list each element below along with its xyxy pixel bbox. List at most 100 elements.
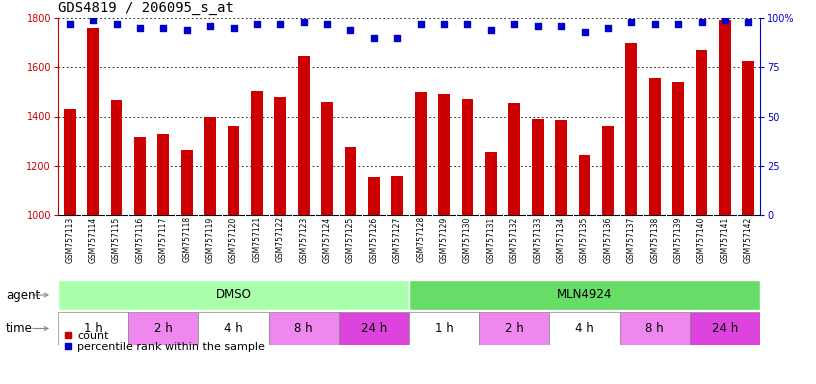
Text: GSM757130: GSM757130 [463, 216, 472, 263]
Point [485, 27, 498, 33]
Bar [479, 312, 549, 345]
Point [461, 21, 474, 27]
Point [415, 21, 428, 27]
Point [274, 21, 287, 27]
Point [110, 21, 123, 27]
Bar [619, 312, 690, 345]
Bar [696, 50, 707, 215]
Bar [274, 97, 286, 215]
Bar [204, 116, 216, 215]
Point [695, 19, 708, 25]
Bar [58, 312, 128, 345]
Bar [322, 102, 333, 215]
Bar [298, 56, 309, 215]
Point [531, 23, 544, 29]
Bar [719, 20, 731, 215]
Bar [690, 312, 760, 345]
Bar [181, 150, 193, 215]
Bar [339, 312, 409, 345]
Bar [128, 312, 198, 345]
Bar [134, 137, 146, 215]
Text: GSM757125: GSM757125 [346, 216, 355, 263]
Text: GSM757136: GSM757136 [603, 216, 612, 263]
Text: GSM757123: GSM757123 [299, 216, 308, 263]
Bar [268, 312, 339, 345]
Bar [549, 312, 619, 345]
Text: 1 h: 1 h [435, 322, 454, 335]
Text: GSM757141: GSM757141 [721, 216, 730, 263]
Text: GSM757131: GSM757131 [486, 216, 495, 263]
Text: GSM757119: GSM757119 [206, 216, 215, 263]
Text: GDS4819 / 206095_s_at: GDS4819 / 206095_s_at [58, 1, 234, 15]
Bar [409, 280, 760, 310]
Text: GSM757127: GSM757127 [392, 216, 401, 263]
Text: GSM757137: GSM757137 [627, 216, 636, 263]
Bar [409, 312, 479, 345]
Point [344, 27, 357, 33]
Point [297, 19, 310, 25]
Point [508, 21, 521, 27]
Text: GSM757122: GSM757122 [276, 216, 285, 262]
Bar [157, 134, 169, 215]
Bar [228, 126, 239, 215]
Point [555, 23, 568, 29]
Text: GSM757124: GSM757124 [322, 216, 331, 263]
Bar [438, 94, 450, 215]
Bar [579, 155, 590, 215]
Bar [251, 91, 263, 215]
Text: GSM757120: GSM757120 [229, 216, 238, 263]
Text: GSM757138: GSM757138 [650, 216, 659, 263]
Text: 24 h: 24 h [361, 322, 387, 335]
Text: GSM757126: GSM757126 [370, 216, 379, 263]
Bar [555, 120, 567, 215]
Point [391, 35, 404, 41]
Text: GSM757142: GSM757142 [744, 216, 753, 263]
Point [672, 21, 685, 27]
Text: 4 h: 4 h [224, 322, 243, 335]
Point [367, 35, 380, 41]
Point [625, 19, 638, 25]
Text: 4 h: 4 h [575, 322, 594, 335]
Text: DMSO: DMSO [215, 288, 251, 301]
Text: GSM757121: GSM757121 [252, 216, 261, 262]
Text: GSM757128: GSM757128 [416, 216, 425, 262]
Point [203, 23, 216, 29]
Text: 1 h: 1 h [84, 322, 103, 335]
Bar [64, 109, 76, 215]
Point [157, 25, 170, 31]
Text: GSM757114: GSM757114 [89, 216, 98, 263]
Text: 2 h: 2 h [505, 322, 524, 335]
Bar [485, 152, 497, 215]
Text: 24 h: 24 h [712, 322, 738, 335]
Point [648, 21, 661, 27]
Point [718, 17, 731, 23]
Bar [532, 119, 543, 215]
Point [321, 21, 334, 27]
Bar [344, 147, 357, 215]
Bar [462, 99, 473, 215]
Point [437, 21, 450, 27]
Text: 2 h: 2 h [154, 322, 173, 335]
Bar [392, 175, 403, 215]
Point [227, 25, 240, 31]
Bar [602, 126, 614, 215]
Point [578, 29, 591, 35]
Bar [111, 101, 122, 215]
Text: GSM757116: GSM757116 [135, 216, 144, 263]
Text: time: time [6, 322, 33, 335]
Text: GSM757134: GSM757134 [557, 216, 565, 263]
Point [742, 19, 755, 25]
Text: GSM757140: GSM757140 [697, 216, 706, 263]
Bar [58, 280, 409, 310]
Text: MLN4924: MLN4924 [557, 288, 612, 301]
Text: GSM757135: GSM757135 [580, 216, 589, 263]
Bar [87, 28, 99, 215]
Text: GSM757118: GSM757118 [182, 216, 191, 262]
Point [86, 17, 100, 23]
Point [180, 27, 193, 33]
Point [601, 25, 614, 31]
Bar [649, 78, 660, 215]
Point [133, 25, 146, 31]
Bar [508, 103, 520, 215]
Bar [415, 92, 427, 215]
